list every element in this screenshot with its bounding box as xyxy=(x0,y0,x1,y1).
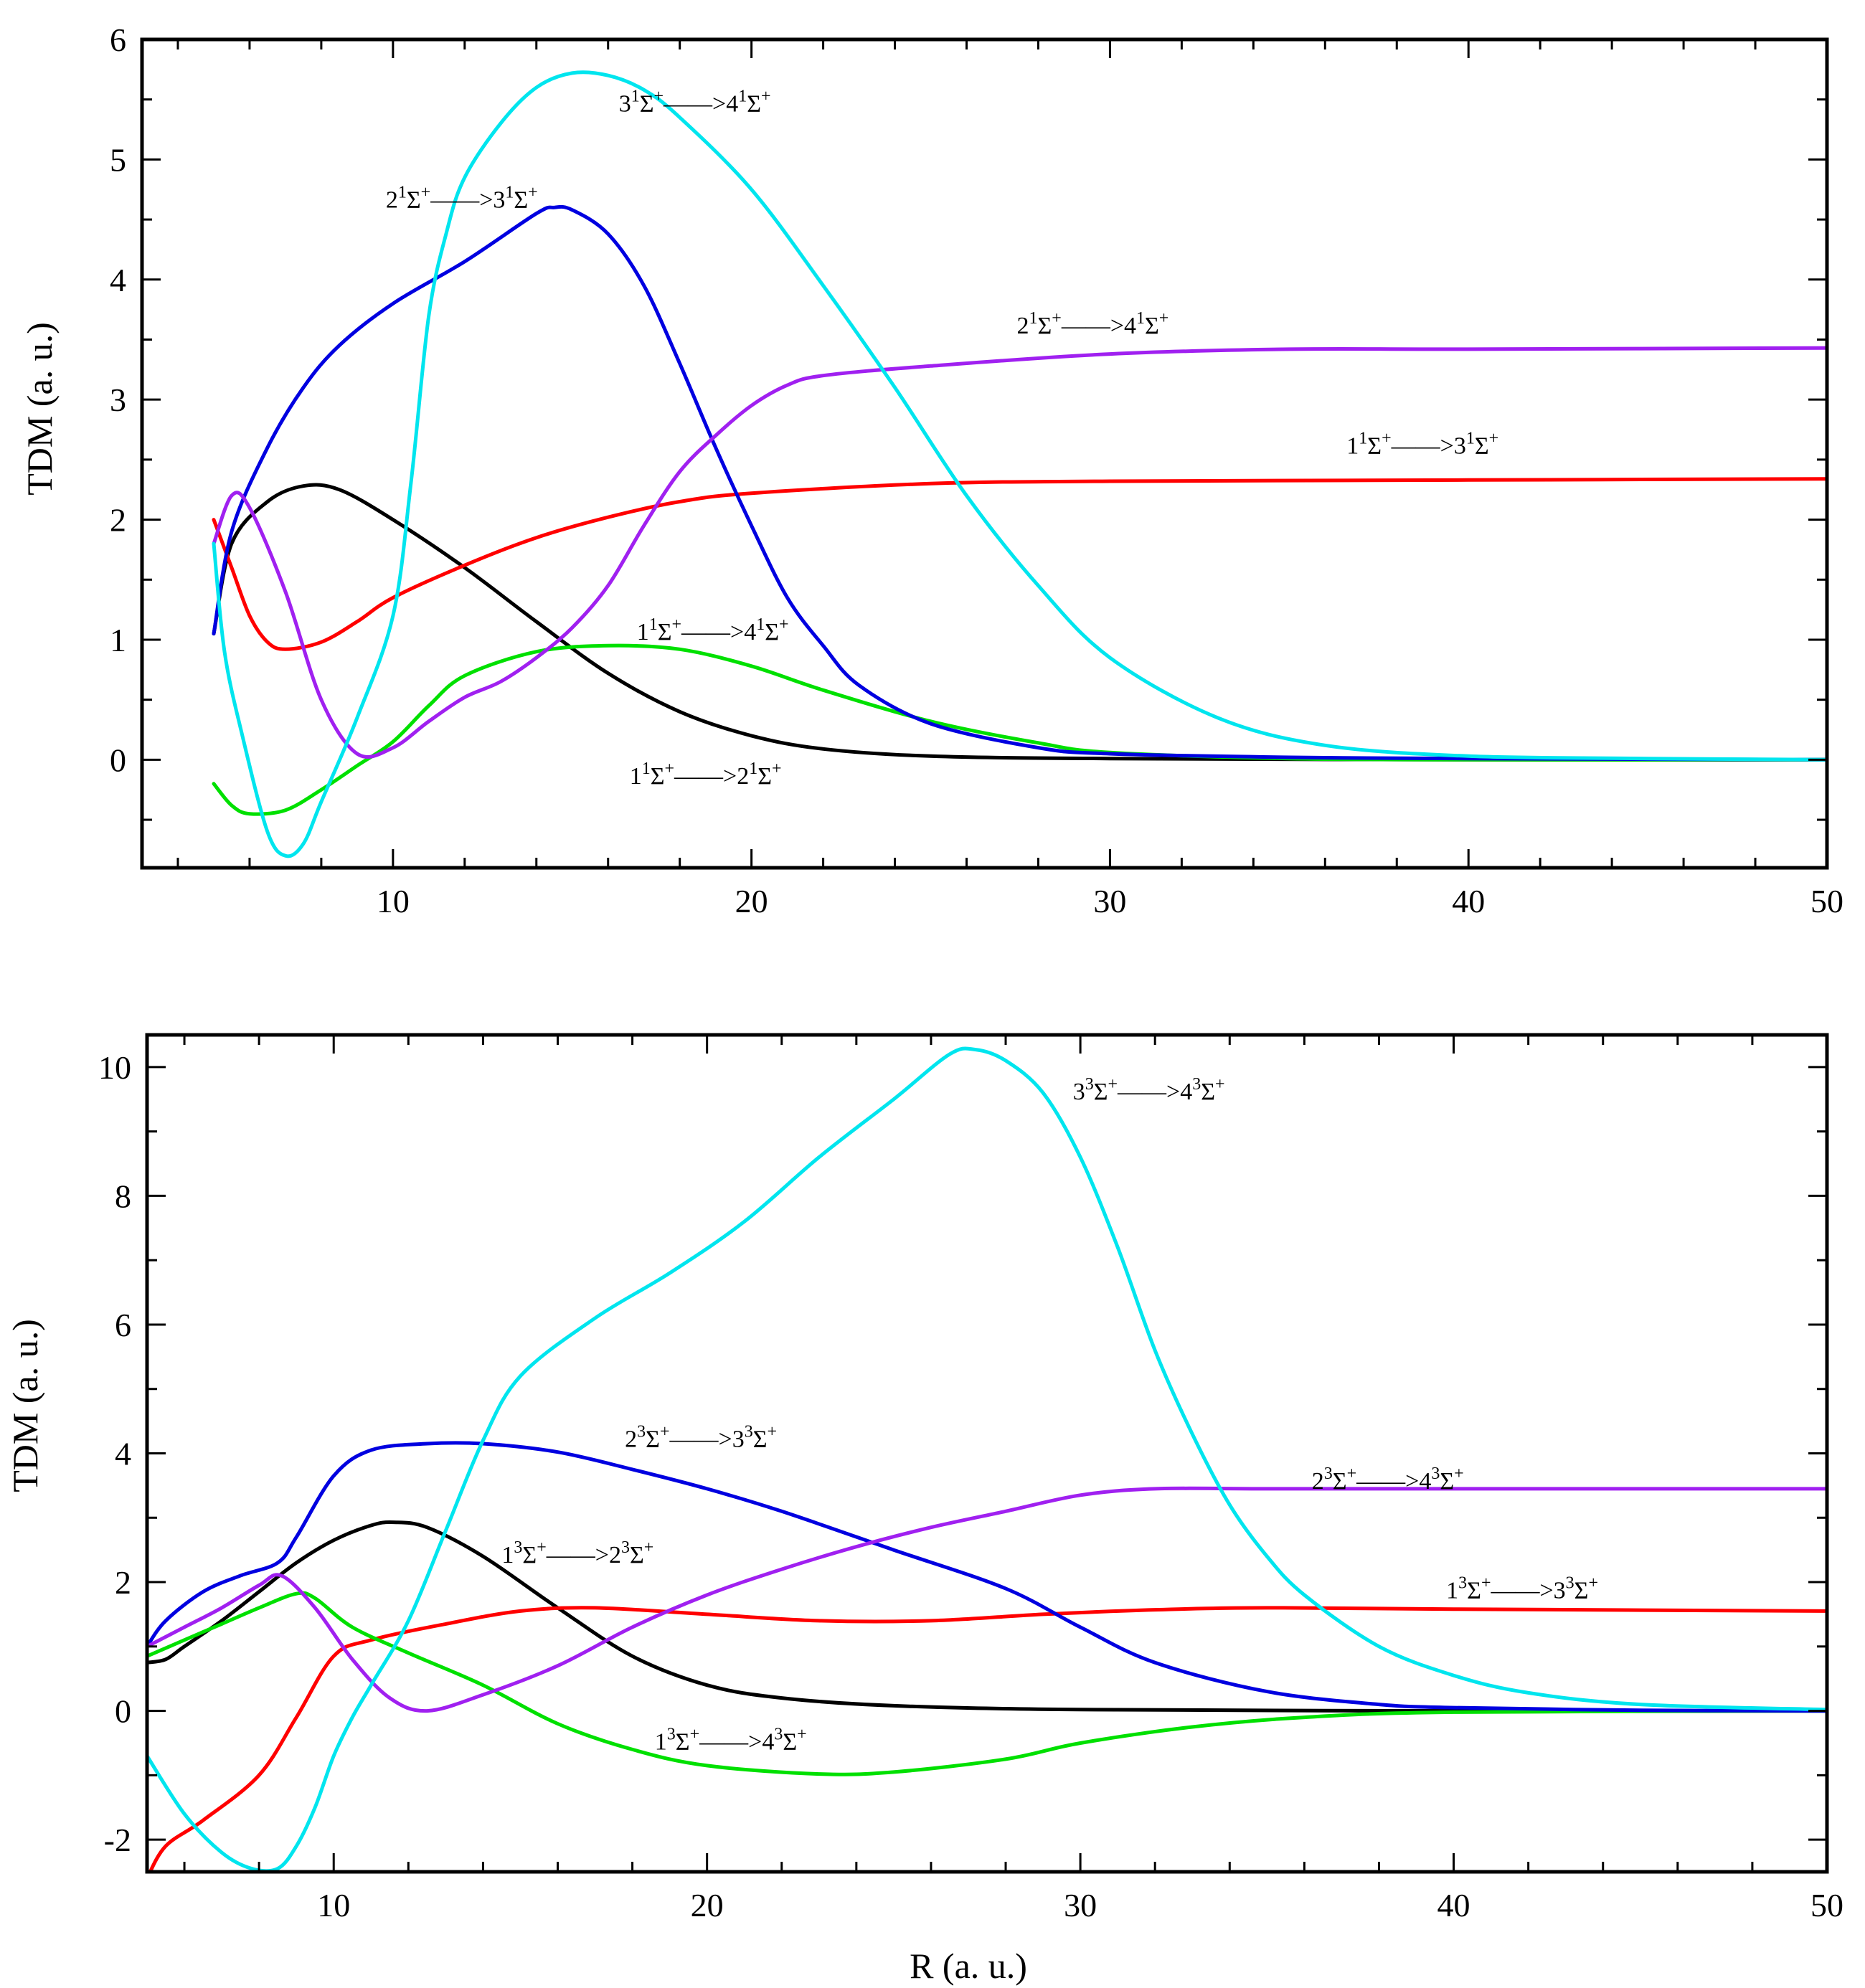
series-line-5 xyxy=(147,1046,1827,1872)
series-line-2 xyxy=(212,643,1827,816)
x-axis-label: R (a. u.) xyxy=(910,1946,1027,1986)
curve-label: 33Σ+——>43Σ+ xyxy=(1073,1075,1225,1105)
series-group xyxy=(212,70,1827,858)
y-tick-label: 6 xyxy=(110,22,126,58)
y-tick-label: 4 xyxy=(115,1436,131,1472)
y-tick-label: 10 xyxy=(98,1049,131,1086)
curve-label: 11Σ+——>31Σ+ xyxy=(1346,430,1498,460)
curve-label: 23Σ+——>43Σ+ xyxy=(1312,1464,1464,1495)
x-tick-label: 20 xyxy=(735,883,768,919)
series-line-0 xyxy=(147,1520,1827,1713)
x-tick-label: 20 xyxy=(691,1887,724,1923)
x-tick-label: 50 xyxy=(1810,883,1843,919)
curve-label: 13Σ+——>43Σ+ xyxy=(655,1725,807,1755)
series-group xyxy=(147,1046,1827,1872)
y-axis-label: TDM (a. u.) xyxy=(5,1319,45,1492)
x-tick-label: 40 xyxy=(1437,1887,1470,1923)
series-line-0 xyxy=(212,483,1827,762)
y-tick-label: 8 xyxy=(115,1178,131,1214)
x-tick-label: 30 xyxy=(1093,883,1126,919)
series-line-3 xyxy=(212,204,1827,762)
x-tick-label: 40 xyxy=(1452,883,1485,919)
x-tick-label: 10 xyxy=(377,883,410,919)
y-tick-label: -2 xyxy=(104,1822,131,1858)
singlet-transition-panel: TDM (a. u.) 10 20 30 40 50 0 1 2 3 4 5 6 31Σ+——>41Σ+… xyxy=(19,22,1843,919)
curve-label: 21Σ+——>41Σ+ xyxy=(1016,309,1168,339)
y-tick-label: 5 xyxy=(110,141,126,178)
x-tick-label: 30 xyxy=(1064,1887,1097,1923)
x-tick-label: 10 xyxy=(317,1887,350,1923)
curve-label: 13Σ+——>23Σ+ xyxy=(501,1538,653,1568)
y-tick-label: 0 xyxy=(110,742,126,778)
series-line-4 xyxy=(147,1486,1827,1713)
plot-frame xyxy=(140,37,1829,870)
y-axis-ticks xyxy=(147,1066,1827,1841)
curve-label: 21Σ+——>31Σ+ xyxy=(386,183,538,213)
y-tick-label: 3 xyxy=(110,382,126,418)
plot-frame xyxy=(145,1033,1829,1874)
y-tick-label: 2 xyxy=(115,1564,131,1601)
triplet-transition-panel: TDM (a. u.) R (a. u.) 10 20 30 40 50 -2 0 2 4 6 8 1… xyxy=(5,1033,1843,1986)
y-tick-label: 1 xyxy=(110,622,126,658)
series-line-4 xyxy=(212,346,1827,759)
x-axis-ticks xyxy=(183,1035,1828,1872)
y-axis-label: TDM (a. u.) xyxy=(19,322,60,496)
series-line-2 xyxy=(147,1591,1827,1776)
y-tick-label: 0 xyxy=(115,1693,131,1730)
series-line-1 xyxy=(148,1606,1827,1872)
x-axis-ticks xyxy=(176,39,1828,868)
curve-label: 11Σ+——>21Σ+ xyxy=(630,759,782,790)
series-line-5 xyxy=(212,70,1827,858)
curve-label: 11Σ+——>41Σ+ xyxy=(637,615,789,645)
series-line-3 xyxy=(147,1441,1827,1713)
curve-label: 23Σ+——>33Σ+ xyxy=(625,1423,777,1453)
curve-label: 13Σ+——>33Σ+ xyxy=(1446,1573,1598,1604)
y-tick-label: 4 xyxy=(110,262,126,298)
curve-label: 31Σ+——>41Σ+ xyxy=(619,87,771,117)
y-tick-label: 2 xyxy=(110,502,126,539)
x-tick-label: 50 xyxy=(1810,1887,1843,1923)
y-axis-ticks xyxy=(142,38,1827,821)
series-line-1 xyxy=(212,477,1827,651)
y-tick-label: 6 xyxy=(115,1307,131,1343)
